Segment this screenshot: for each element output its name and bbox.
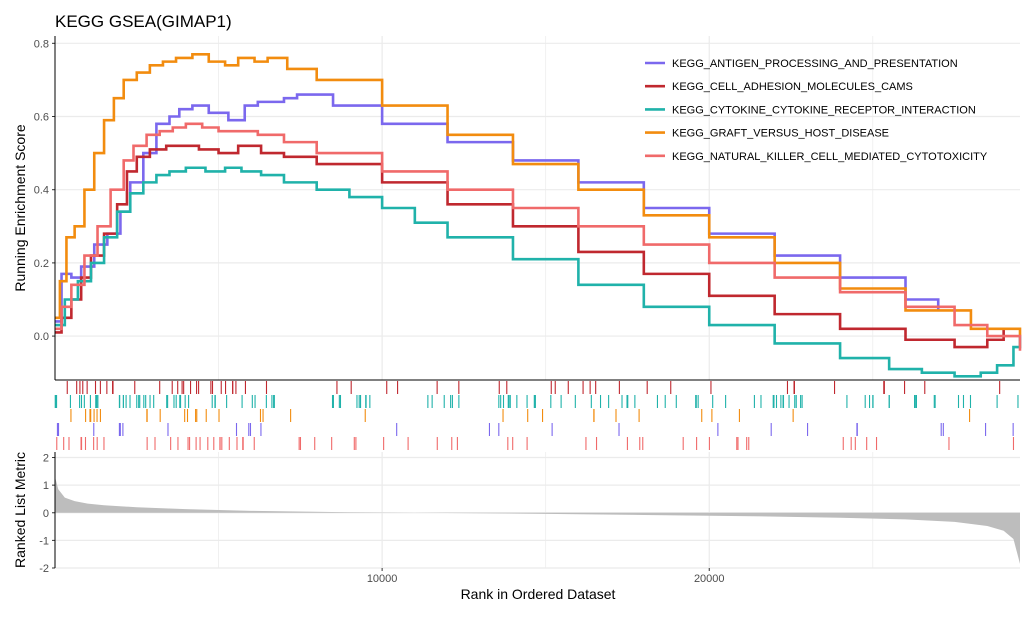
rug-row-5 <box>56 437 1015 450</box>
ranked-y-axis-label: Ranked List Metric <box>12 452 28 568</box>
legend-label-4: KEGG_GRAFT_VERSUS_HOST_DISEASE <box>672 128 889 140</box>
gene-hit-rug-panel <box>54 381 1019 450</box>
x-axis-label: Rank in Ordered Dataset <box>461 586 616 602</box>
x-ticks: 10000 20000 <box>367 568 725 585</box>
ranked-y-tick-label: -1 <box>39 535 49 547</box>
legend: KEGG_ANTIGEN_PROCESSING_AND_PRESENTATION… <box>645 58 988 163</box>
rug-row-3 <box>70 409 971 422</box>
enrichment-gridlines <box>55 36 1020 380</box>
rug-row-4 <box>56 423 1014 436</box>
enrichment-series-lines <box>55 52 1022 378</box>
ranked-y-tick-label: 0 <box>43 508 49 520</box>
enrichment-y-tick-label: 0.6 <box>34 112 49 124</box>
enrichment-y-tick-label: 0.0 <box>34 331 49 343</box>
ranked-y-tick-label: 1 <box>43 480 49 492</box>
legend-label-2: KEGG_CELL_ADHESION_MOLECULES_CAMS <box>672 81 913 93</box>
enrichment-y-tick-label: 0.8 <box>34 38 49 50</box>
enrichment-y-ticks: 0.0 0.2 0.4 0.6 0.8 <box>34 38 55 343</box>
legend-label-1: KEGG_ANTIGEN_PROCESSING_AND_PRESENTATION <box>672 58 958 70</box>
series-line-1 <box>55 93 940 323</box>
ranked-y-ticks: -2 -1 0 1 2 <box>39 453 55 575</box>
rug-row-1 <box>66 381 1001 394</box>
enrichment-y-axis-label: Running Enrichment Score <box>12 124 28 292</box>
enrichment-panel: 0.0 0.2 0.4 0.6 0.8 KEGG_ANTIGEN_PROCESSING_… <box>34 36 1022 381</box>
x-tick-label: 20000 <box>694 573 725 585</box>
ranked-gridlines <box>55 452 1020 569</box>
ranked-y-tick-label: -2 <box>39 563 49 575</box>
x-tick-label: 10000 <box>367 573 398 585</box>
legend-label-3: KEGG_CYTOKINE_CYTOKINE_RECEPTOR_INTERACT… <box>672 104 976 116</box>
legend-label-5: KEGG_NATURAL_KILLER_CELL_MEDIATED_CYTOTO… <box>672 151 988 163</box>
series-line-2 <box>55 144 1005 349</box>
enrichment-y-tick-label: 0.2 <box>34 258 49 270</box>
chart-title: KEGG GSEA(GIMAP1) <box>55 12 232 31</box>
enrichment-y-tick-label: 0.4 <box>34 185 49 197</box>
ranked-metric-area <box>55 476 1020 564</box>
rug-row-2 <box>54 395 1019 408</box>
ranked-metric-panel: -2 -1 0 1 2 10000 20000 <box>39 452 1020 585</box>
series-line-3 <box>55 166 1022 378</box>
ranked-y-tick-label: 2 <box>43 453 49 465</box>
series-line-4 <box>55 52 1022 337</box>
series-line-5 <box>55 122 1022 351</box>
